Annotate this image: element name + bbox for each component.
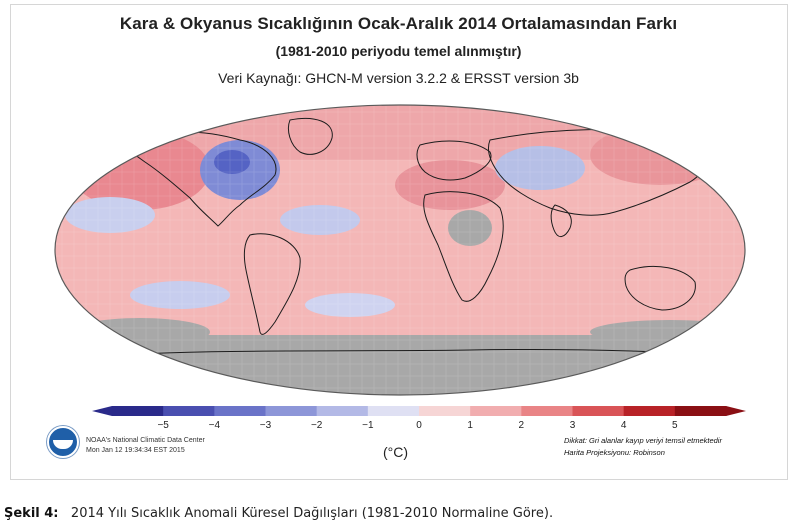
colorbar-cells (92, 406, 746, 416)
colorbar-cell (674, 406, 727, 416)
colorbar-cell (367, 406, 420, 416)
colorbar-arrow-min (92, 406, 112, 416)
caption-text: 2014 Yılı Sıcaklık Anomali Küresel Dağıl… (70, 506, 554, 521)
colorbar-tick-label: −2 (310, 420, 323, 431)
colorbar-tick-label: 3 (569, 420, 576, 431)
colorbar-tick-label: 2 (518, 420, 525, 431)
colorbar-cell (419, 406, 471, 416)
colorbar-cell (163, 406, 215, 416)
map-subtitle: (1981-2010 periyodu temel alınmıştır) (275, 43, 522, 59)
colorbar-cell (470, 406, 522, 416)
grid-cells (55, 105, 745, 395)
credit-timestamp: Mon Jan 12 19:34:34 EST 2015 (86, 447, 185, 454)
noaa-logo (47, 426, 79, 458)
colorbar-tick-label: 5 (672, 420, 678, 431)
colorbar-arrow-max (726, 406, 746, 416)
colorbar-cell (316, 406, 369, 416)
map-source: Veri Kaynağı: GHCN-M version 3.2.2 & ERS… (218, 70, 579, 86)
north-america-outline (119, 131, 277, 227)
colorbar-tick-label: −4 (208, 420, 221, 431)
unit-label: (°C) (383, 444, 409, 460)
globe-border (54, 104, 746, 396)
colorbar-tick-label: 0 (416, 420, 422, 431)
colorbar-tick-label: 4 (620, 420, 627, 431)
colorbar-cell (623, 406, 676, 416)
south-america-outline (243, 233, 301, 335)
india-outline (550, 204, 572, 237)
colorbar-tick-label: 1 (467, 420, 473, 431)
greenland-outline (287, 117, 333, 155)
colorbar-tick-label: −3 (259, 420, 272, 431)
colorbar-cell (521, 406, 573, 416)
noaa-logo-wave (53, 440, 73, 449)
australia-outline (624, 265, 696, 311)
colorbar-tick-label: −5 (157, 420, 169, 431)
colorbar-cell (572, 406, 625, 416)
colorbar (92, 406, 746, 416)
world-anomaly-map (54, 104, 746, 396)
colorbar-cell (112, 406, 164, 416)
missing-data-note: Dikkat: Gri alanlar kayıp veriyi temsil … (564, 436, 722, 445)
projection-note: Harita Projeksiyonu: Robinson (564, 448, 665, 457)
figure-caption: Şekil 4: 2014 Yılı Sıcaklık Anomali Küre… (4, 506, 553, 521)
credit-org: NOAA's National Climatic Data Center (86, 437, 205, 444)
colorbar-tick-label: −1 (362, 420, 374, 431)
caption-label: Şekil 4: (4, 506, 59, 521)
map-title: Kara & Okyanus Sıcaklığının Ocak-Aralık … (119, 14, 678, 33)
africa-outline (423, 191, 504, 302)
colorbar-cell (265, 406, 318, 416)
colorbar-cell (214, 406, 266, 416)
europe-outline (416, 140, 492, 181)
